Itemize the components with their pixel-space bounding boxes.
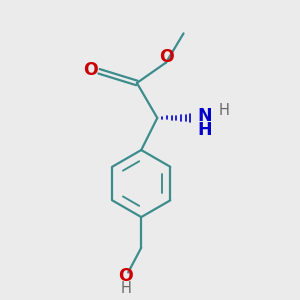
Text: N: N [197, 107, 212, 125]
Text: H: H [120, 281, 131, 296]
Text: H: H [219, 103, 230, 118]
Text: O: O [83, 61, 98, 79]
Text: O: O [118, 267, 133, 285]
Text: H: H [197, 121, 212, 139]
Text: O: O [159, 48, 174, 66]
